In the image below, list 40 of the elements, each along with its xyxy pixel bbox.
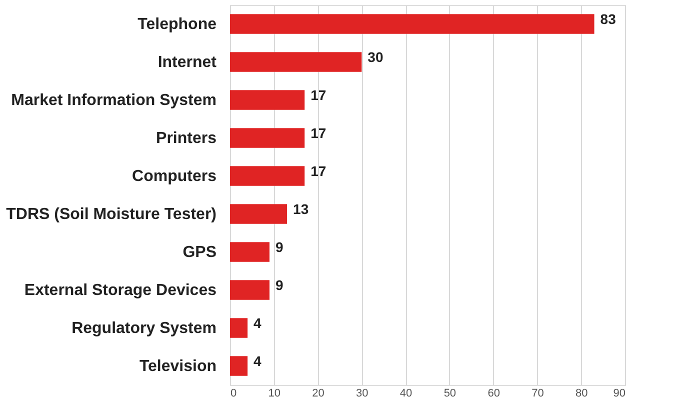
- bar: [230, 52, 362, 72]
- x-tick-label: 20: [312, 388, 324, 400]
- y-tick-label: TDRS (Soil Moisture Tester): [6, 206, 216, 223]
- bar: [230, 280, 270, 300]
- bar: [230, 204, 288, 224]
- data-label: 9: [276, 239, 284, 255]
- x-tick-label: 60: [488, 388, 500, 400]
- bar: [230, 356, 248, 376]
- x-tick-label: 0: [230, 388, 237, 400]
- x-tick-label: 30: [356, 388, 368, 400]
- x-tick-label: 90: [613, 388, 626, 400]
- x-tick-label: 80: [575, 388, 588, 400]
- y-tick-label: Telephone: [138, 16, 217, 33]
- data-label: 13: [293, 201, 309, 217]
- y-tick-label: Market Information System: [11, 92, 216, 109]
- data-label: 17: [310, 163, 326, 179]
- x-tick-label: 50: [444, 388, 456, 400]
- bar: [230, 318, 248, 338]
- y-tick-label: Computers: [132, 168, 217, 185]
- data-label: 17: [310, 87, 326, 103]
- y-tick-label: Regulatory System: [72, 320, 216, 337]
- y-tick-label: External Storage Devices: [24, 282, 217, 299]
- data-label: 4: [254, 353, 262, 369]
- y-tick-label: Printers: [156, 130, 217, 147]
- data-label: 17: [310, 125, 326, 141]
- bar: [230, 90, 305, 110]
- data-label: 30: [368, 49, 384, 65]
- x-tick-label: 40: [400, 388, 412, 400]
- y-tick-label: Internet: [158, 54, 218, 71]
- data-label: 9: [276, 277, 284, 293]
- bar: [230, 242, 270, 262]
- bar: [230, 128, 305, 148]
- bar: [230, 14, 594, 34]
- y-tick-label: Television: [139, 358, 216, 375]
- data-label: 83: [600, 11, 616, 27]
- data-label: 4: [254, 315, 262, 331]
- y-tick-label: GPS: [182, 244, 217, 261]
- x-tick-label: 10: [268, 388, 281, 400]
- x-tick-label: 70: [532, 388, 544, 400]
- bar: [230, 166, 305, 186]
